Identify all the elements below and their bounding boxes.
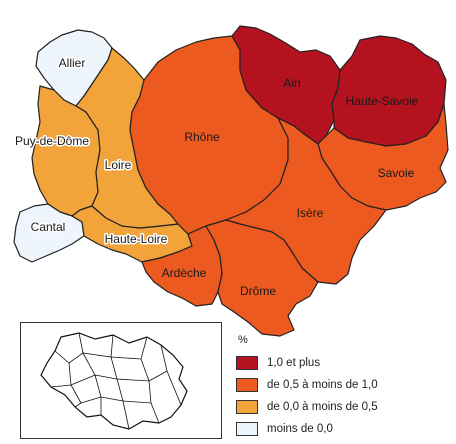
label-loire: Loire [105, 158, 132, 172]
label-drome: Drôme [240, 284, 276, 298]
dept-isere [225, 117, 387, 285]
label-rhone: Rhône [184, 130, 220, 144]
legend-swatch-1 [236, 356, 258, 370]
dept-cantal [13, 203, 85, 263]
dept-haute-savoie [331, 35, 447, 147]
legend-swatch-2 [236, 378, 258, 392]
legend-label-3: de 0,0 à moins de 0,5 [267, 401, 378, 413]
legend-item: de 0,5 à moins de 1,0 [236, 374, 446, 396]
legend-label-1: 1,0 et plus [267, 357, 321, 369]
legend-item: moins de 0,0 [236, 418, 446, 440]
legend-swatch-4 [236, 422, 258, 436]
inset-locator-map [20, 322, 222, 439]
legend-unit: % [238, 334, 248, 346]
label-cantal: Cantal [31, 220, 66, 234]
dept-drome [205, 219, 319, 337]
label-haute-loire: Haute-Loire [105, 232, 168, 246]
label-puy-de-dome: Puy-de-Dôme [15, 134, 89, 148]
legend-item: de 0,0 à moins de 0,5 [236, 396, 446, 418]
legend: % 1,0 et plus de 0,5 à moins de 1,0 de 0… [236, 334, 446, 440]
legend-swatch-3 [236, 400, 258, 414]
france-outline-map [40, 332, 188, 430]
legend-label-4: moins de 0,0 [267, 423, 333, 435]
label-ardeche: Ardèche [162, 266, 207, 280]
label-allier: Allier [59, 56, 86, 70]
legend-item: 1,0 et plus [236, 352, 446, 374]
label-isere: Isère [297, 206, 324, 220]
label-savoie: Savoie [378, 166, 415, 180]
legend-label-2: de 0,5 à moins de 1,0 [267, 379, 378, 391]
label-haute-savoie: Haute-Savoie [346, 94, 419, 108]
label-ain: Ain [283, 76, 300, 90]
